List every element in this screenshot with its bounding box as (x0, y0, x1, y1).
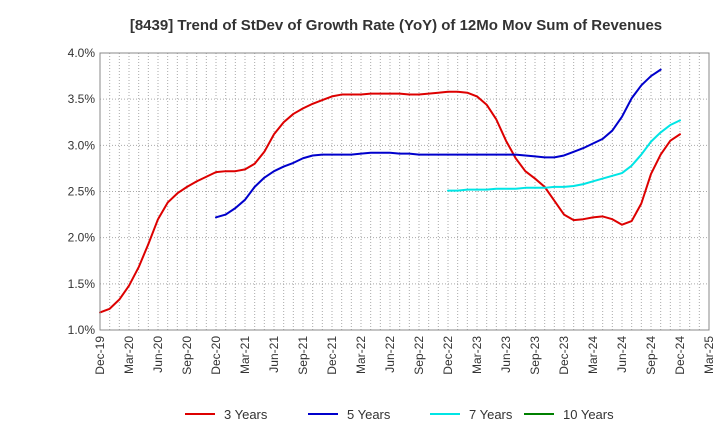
x-tick-label: Dec-21 (325, 336, 339, 375)
x-tick-label: Dec-19 (93, 336, 107, 375)
legend-label: 5 Years (347, 407, 391, 422)
legend: 3 Years 5 Years 7 Years 10 Years (185, 407, 614, 422)
series-line-5-years (215, 68, 662, 219)
series-lines (99, 68, 681, 314)
plot-frame (99, 52, 710, 331)
y-axis-ticks: 1.0% 1.5% 2.0% 2.5% 3.0% 3.5% 4.0% (68, 46, 96, 337)
x-tick-label: Mar-25 (702, 336, 716, 374)
x-tick-label: Dec-24 (673, 336, 687, 375)
chart-title: [8439] Trend of StDev of Growth Rate (Yo… (130, 17, 662, 34)
legend-label: 3 Years (224, 407, 268, 422)
x-tick-label: Mar-22 (354, 336, 368, 374)
x-axis-ticks: Dec-19 Mar-20 Jun-20 Sep-20 Dec-20 Mar-21 Jun-… (93, 336, 716, 375)
x-tick-label: Jun-24 (615, 336, 629, 373)
series-line-7-years (447, 119, 681, 192)
x-tick-label: Jun-22 (383, 336, 397, 373)
series-line-3-years (99, 90, 681, 314)
x-tick-label: Sep-24 (644, 336, 658, 375)
x-tick-label: Dec-20 (209, 336, 223, 375)
x-tick-label: Mar-21 (238, 336, 252, 374)
x-tick-label: Sep-22 (412, 336, 426, 375)
x-tick-label: Jun-20 (151, 336, 165, 373)
grid (100, 53, 709, 330)
y-tick-label: 1.5% (68, 277, 96, 291)
y-tick-label: 2.0% (68, 231, 96, 245)
y-tick-label: 2.5% (68, 185, 96, 199)
y-tick-label: 4.0% (68, 46, 96, 60)
x-tick-label: Dec-23 (557, 336, 571, 375)
x-tick-label: Sep-20 (180, 336, 194, 375)
x-tick-label: Dec-22 (441, 336, 455, 375)
x-tick-label: Mar-20 (122, 336, 136, 374)
x-tick-label: Jun-21 (267, 336, 281, 373)
y-tick-label: 3.5% (68, 92, 96, 106)
x-tick-label: Sep-21 (296, 336, 310, 375)
y-tick-label: 3.0% (68, 138, 96, 152)
x-tick-label: Sep-23 (528, 336, 542, 375)
legend-label: 10 Years (563, 407, 614, 422)
x-tick-label: Mar-23 (470, 336, 484, 374)
x-tick-label: Jun-23 (499, 336, 513, 373)
y-tick-label: 1.0% (68, 323, 96, 337)
legend-label: 7 Years (469, 407, 513, 422)
x-tick-label: Mar-24 (586, 336, 600, 374)
